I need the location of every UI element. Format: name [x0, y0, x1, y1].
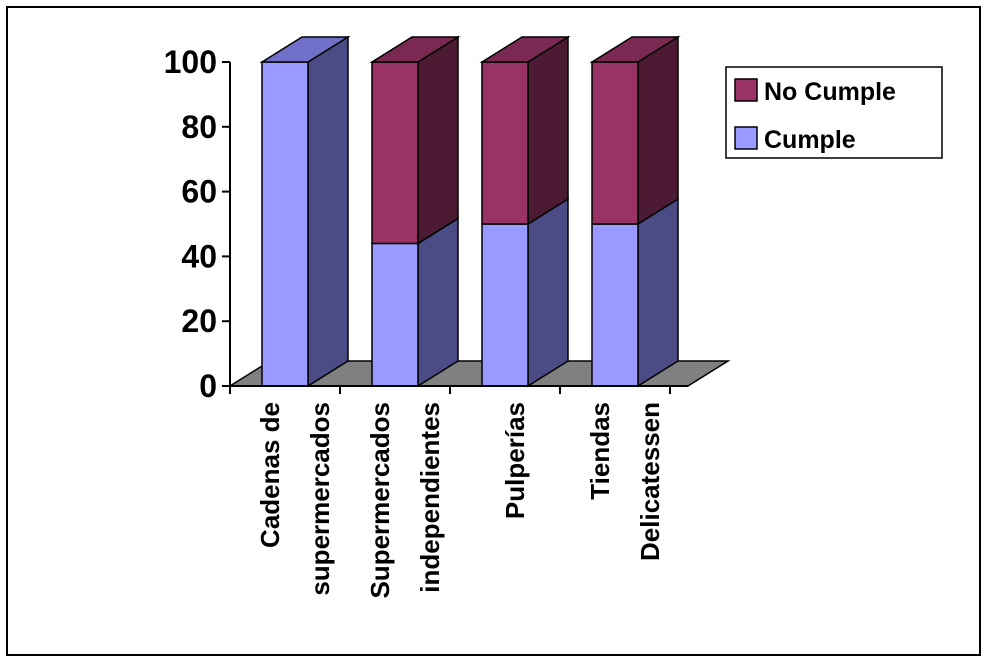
x-category-label-line: Tiendas	[585, 402, 615, 500]
x-category-label: Supermercados independientes	[365, 402, 445, 599]
x-category-label-line: Supermercados	[365, 402, 395, 599]
bar-side	[637, 197, 679, 388]
y-tick-label: 40	[181, 238, 217, 274]
x-category-label-line: supermercados	[305, 402, 335, 596]
legend: No Cumple Cumple	[725, 66, 943, 159]
legend-swatch	[734, 126, 758, 150]
y-tick-label: 20	[181, 303, 217, 339]
y-tick-label: 60	[181, 174, 217, 210]
x-category-label: Tiendas Delicatessen	[585, 402, 665, 561]
x-category-label-line: independientes	[415, 402, 445, 593]
bar-front	[371, 61, 419, 245]
bar-front	[261, 61, 309, 387]
bar-no-cumple	[589, 35, 681, 226]
y-tick-label: 80	[181, 109, 217, 145]
bar-side	[417, 217, 459, 388]
bar-top	[589, 36, 681, 63]
bar-cumple	[591, 197, 679, 388]
bar-front	[371, 242, 419, 387]
bar-top	[369, 36, 461, 63]
bar-side	[527, 197, 569, 388]
bar-side	[417, 35, 459, 245]
x-category-label-line: Pulperías	[500, 402, 530, 519]
bar-front	[591, 223, 639, 387]
x-category-label: Cadenas de supermercados	[255, 402, 335, 596]
bar-front	[481, 61, 529, 225]
bar-side	[307, 35, 349, 388]
bar-cumple	[481, 197, 569, 388]
y-tick-label: 0	[199, 368, 217, 404]
bar-cumple	[259, 35, 351, 388]
legend-label: No Cumple	[764, 78, 896, 106]
bar-no-cumple	[479, 35, 571, 226]
legend-label: Cumple	[764, 126, 856, 154]
y-axis: 0 20 40 60 80 100	[164, 44, 231, 404]
x-category-label-line: Cadenas de	[255, 402, 285, 548]
y-tick-label: 100	[164, 44, 217, 80]
bar-top	[259, 36, 351, 63]
bar-side	[527, 35, 569, 226]
bar-front	[481, 223, 529, 387]
bar-side	[637, 35, 679, 226]
x-axis-labels: Cadenas de supermercados Supermercados inde…	[229, 385, 688, 599]
legend-swatch	[734, 78, 758, 102]
x-category-label: Pulperías	[500, 402, 530, 519]
x-category-label-line: Delicatessen	[635, 402, 665, 561]
bar-top	[479, 36, 571, 63]
bar-front	[591, 61, 639, 225]
legend-box	[725, 66, 943, 159]
bar-no-cumple	[369, 35, 461, 245]
